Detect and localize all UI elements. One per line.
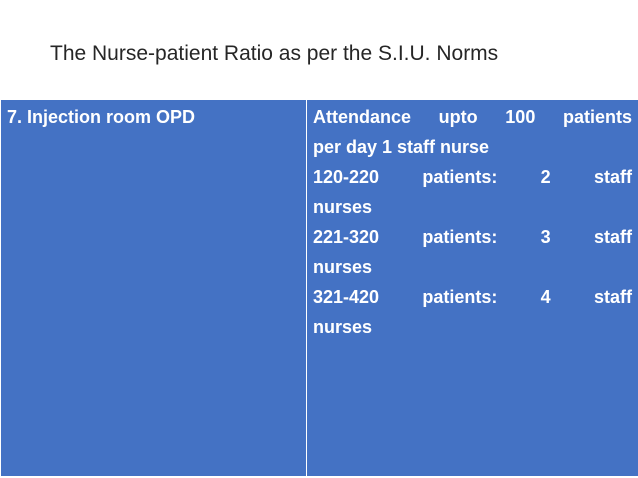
department-cell: 7. Injection room OPD bbox=[0, 99, 307, 477]
ratio-line: 221-320 patients: 3 staff bbox=[313, 227, 632, 247]
ratio-cell: Attendance upto 100 patients per day 1 s… bbox=[306, 99, 638, 477]
ratio-line: per day 1 staff nurse bbox=[313, 137, 490, 157]
department-label: 7. Injection room OPD bbox=[7, 107, 196, 127]
ratio-line: Attendance upto 100 patients bbox=[313, 107, 632, 127]
slide-title: The Nurse-patient Ratio as per the S.I.U… bbox=[50, 42, 499, 65]
ratio-line: 321-420 patients: 4 staff bbox=[313, 287, 632, 307]
ratio-line: 120-220 patients: 2 staff bbox=[313, 167, 632, 187]
table-row: 7. Injection room OPD Attendance upto 10… bbox=[0, 99, 638, 477]
ratio-line: nurses bbox=[313, 197, 373, 217]
ratio-line: nurses bbox=[313, 317, 373, 337]
ratio-line: nurses bbox=[313, 257, 373, 277]
nurse-ratio-table: 7. Injection room OPD Attendance upto 10… bbox=[0, 99, 638, 477]
